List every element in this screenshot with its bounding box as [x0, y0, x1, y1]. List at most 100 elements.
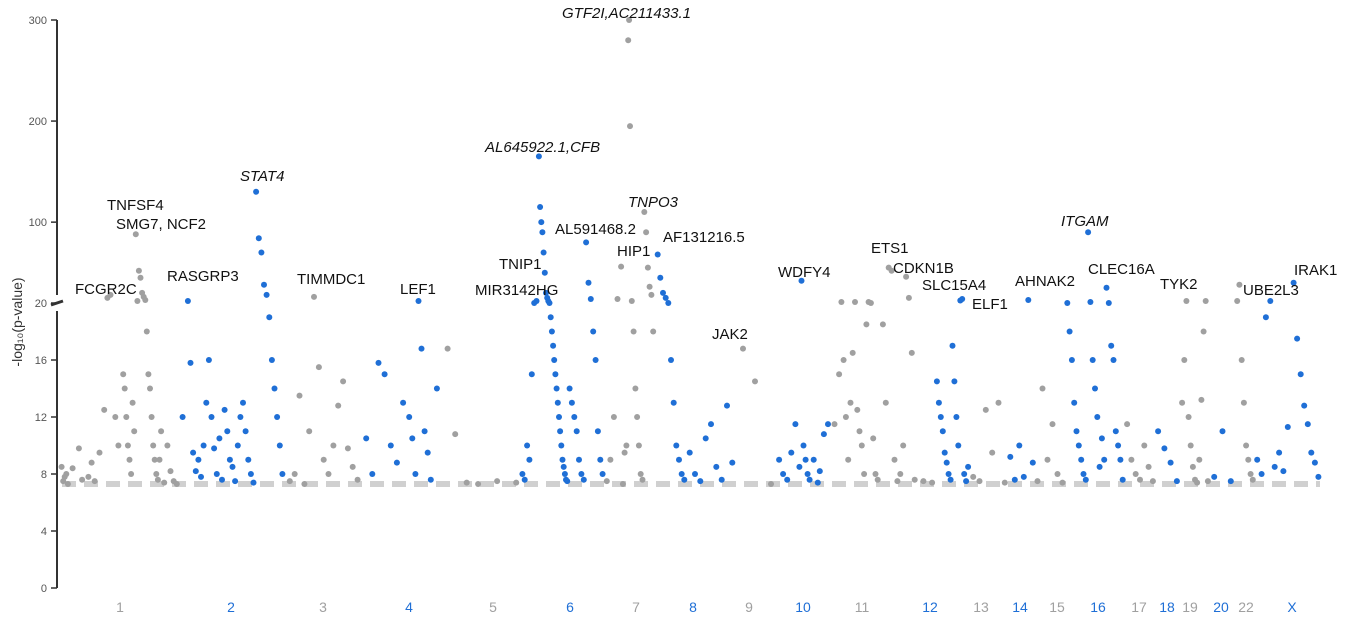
snp-point — [216, 435, 223, 442]
snp-point — [676, 456, 682, 463]
snp-point — [1011, 476, 1018, 483]
snp-point — [1094, 414, 1101, 420]
snp-point — [551, 357, 558, 363]
snp-point — [274, 414, 281, 420]
chromosome-label: 16 — [1090, 599, 1106, 615]
snp-point — [135, 267, 142, 274]
snp-point — [513, 479, 520, 486]
snp-point — [1187, 442, 1194, 449]
snp-point — [646, 283, 653, 290]
gene-label: MIR3142HG — [475, 282, 558, 299]
snp-point — [558, 442, 565, 449]
snp-point — [976, 478, 983, 485]
snp-point — [75, 445, 82, 452]
snp-point — [1167, 459, 1174, 466]
snp-point — [874, 476, 881, 483]
gene-label: AL645922.1,CFB — [484, 139, 600, 156]
snp-point — [1198, 396, 1205, 403]
snp-point — [626, 17, 633, 23]
snp-point — [1029, 459, 1036, 466]
snp-point — [521, 476, 528, 483]
chromosome-label: 8 — [689, 599, 697, 615]
snp-point — [219, 476, 225, 483]
snp-point — [1294, 335, 1301, 342]
snp-point — [840, 357, 847, 363]
snp-point — [276, 442, 283, 449]
snp-point — [554, 399, 561, 406]
snp-point — [107, 291, 114, 298]
snp-point — [192, 468, 199, 475]
snp-point — [330, 442, 337, 449]
snp-point — [535, 153, 542, 160]
snp-point — [79, 476, 86, 483]
snp-point — [148, 414, 155, 420]
snp-point — [1236, 281, 1243, 288]
gene-label: TNPO3 — [628, 194, 679, 211]
snp-point — [856, 428, 863, 435]
snp-point — [718, 476, 725, 483]
snp-point — [816, 468, 823, 475]
snp-point — [266, 314, 273, 321]
snp-point — [1284, 424, 1291, 430]
snp-point — [539, 229, 546, 236]
snp-point — [959, 296, 966, 302]
snp-point — [872, 471, 879, 477]
snp-point — [1161, 445, 1168, 452]
snp-point — [121, 385, 128, 392]
snp-point — [888, 267, 895, 274]
snp-point — [965, 463, 972, 470]
snp-point — [126, 456, 133, 463]
snp-point — [578, 471, 585, 477]
snp-point — [553, 385, 560, 392]
snp-point — [198, 473, 204, 480]
snp-point — [1137, 476, 1143, 483]
gene-label: TNIP1 — [499, 256, 542, 273]
snp-point — [1141, 442, 1148, 449]
snp-point — [524, 442, 531, 449]
snp-point — [387, 442, 394, 449]
snp-point — [1066, 328, 1073, 335]
snp-point — [939, 428, 946, 435]
snp-point — [849, 349, 856, 356]
snp-point — [702, 435, 709, 442]
snp-point — [590, 328, 597, 335]
snp-point — [1194, 479, 1201, 486]
y-tick-label: 12 — [35, 412, 47, 424]
snp-point — [63, 471, 70, 477]
snp-point — [842, 414, 849, 420]
snp-point — [134, 298, 141, 304]
snp-point — [540, 249, 547, 256]
snp-point — [820, 431, 827, 438]
snp-point — [1149, 478, 1156, 485]
snp-point — [858, 442, 865, 449]
gene-label: ELF1 — [972, 296, 1008, 313]
snp-point — [286, 478, 293, 485]
y-tick-label: 100 — [29, 217, 47, 229]
snp-point — [668, 357, 674, 363]
snp-point — [576, 456, 582, 463]
snp-point — [947, 476, 954, 483]
chromosome-label: 2 — [227, 599, 235, 615]
snp-point — [796, 463, 803, 470]
snp-point — [1308, 449, 1315, 456]
snp-point — [255, 235, 262, 242]
snp-point — [660, 289, 666, 296]
snp-point — [1219, 428, 1226, 435]
snp-point — [242, 428, 249, 435]
snp-point — [526, 456, 533, 463]
snp-point — [1001, 479, 1008, 486]
y-tick-label: 16 — [35, 355, 47, 367]
snp-point — [905, 294, 912, 301]
snp-point — [421, 428, 428, 435]
snp-point — [670, 399, 677, 406]
snp-point — [190, 449, 197, 456]
snp-point — [1262, 314, 1269, 321]
snp-point — [335, 402, 342, 409]
snp-point — [409, 435, 416, 442]
snp-point — [1020, 473, 1027, 480]
y-tick-label: 300 — [29, 15, 47, 27]
snp-point — [1271, 463, 1278, 470]
snp-point — [800, 442, 807, 449]
snp-point — [673, 442, 680, 449]
snp-point — [825, 421, 831, 428]
